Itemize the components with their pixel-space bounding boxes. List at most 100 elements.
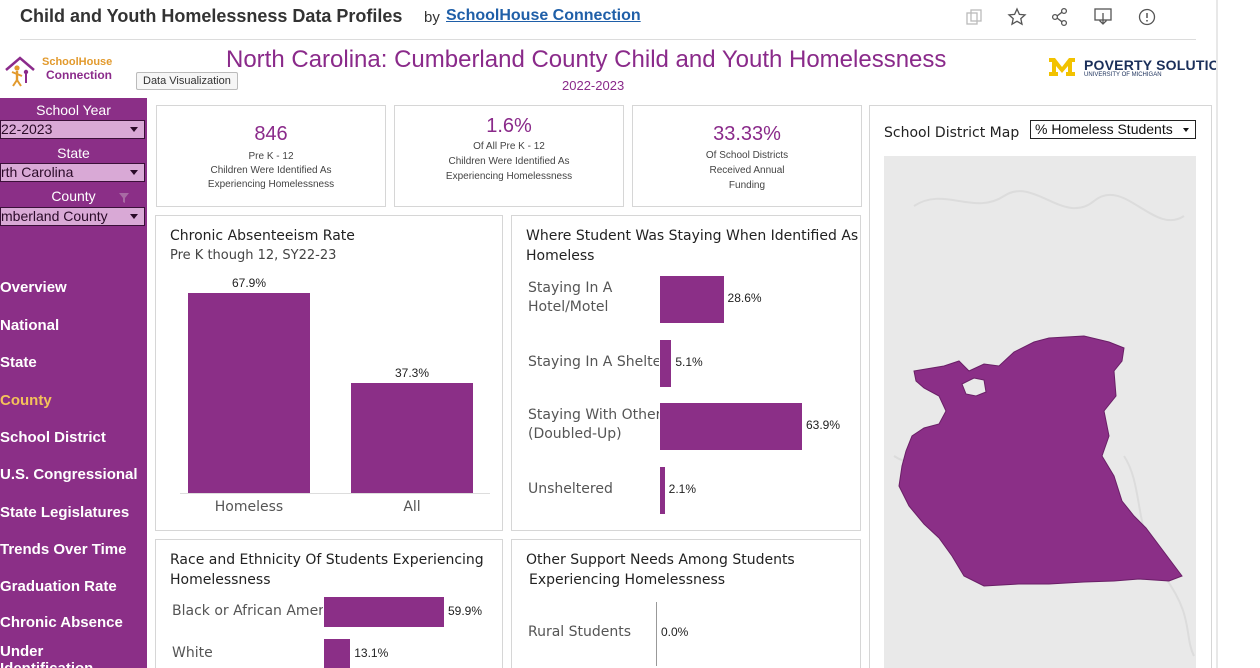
staying-category-label: Staying In A Shelter [528,353,659,370]
kpi-value: 846 [254,123,288,145]
staying-category-label: (Doubled-Up) [528,426,622,442]
state-value: rth Carolina [1,164,74,180]
staying-bar[interactable] [660,402,802,450]
school-year-select[interactable]: 22-2023 [0,120,145,139]
support-needs-card: Other Support Needs Among Students Exper… [511,539,861,668]
map-measure-select[interactable]: % Homeless Students [1030,120,1196,139]
card-title: Chronic Absenteeism Rate [170,228,355,244]
county-label: County [51,188,96,204]
nav-item-state-legislatures[interactable]: State Legislatures [0,504,130,521]
kpi-caption-line: Received Annual [709,165,785,176]
county-shape[interactable] [898,335,1183,587]
card-title-line: Homelessness [170,572,271,588]
kpi-caption-line: Of School Districts [705,150,789,161]
author-link[interactable]: SchoolHouse Connection [446,7,641,24]
kpi-value: 1.6% [486,115,532,137]
filter-icon[interactable] [119,193,129,203]
school-year-label: School Year [36,102,111,118]
kpi-value: 33.33% [713,123,781,145]
staying-value-label: 2.1% [668,482,697,496]
nav-item-school-district[interactable]: School District [0,429,106,446]
chevron-down-icon [1183,128,1189,132]
tooltip: Data Visualization [136,72,238,90]
support-category-label: Rural Students [528,623,632,640]
staying-value-label: 28.6% [727,291,762,305]
schoolhouse-logo [5,56,35,87]
kpi-caption-line: Experiencing Homelessness [207,179,335,190]
race-category-label: Black or African Americ [172,602,323,619]
absenteeism-category-label: Homeless [214,499,284,515]
nav-item-trends-over-time[interactable]: Trends Over Time [0,541,127,558]
y-axis-line [656,602,657,666]
district-map[interactable] [884,156,1196,668]
race-bar[interactable] [324,597,444,627]
card-title-line: Experiencing Homelessness [529,572,726,588]
nav-item-state[interactable]: State [0,354,37,371]
absenteeism-category-label: All [403,499,421,515]
nav-item-overview[interactable]: Overview [0,279,67,296]
nav-item-identification[interactable]: Identification [0,660,93,668]
info-icon[interactable] [1137,7,1157,27]
absenteeism-bar[interactable] [351,383,473,493]
staying-bar[interactable] [660,466,665,514]
state-label: State [57,145,90,161]
staying-category-label: Staying In A [528,280,613,296]
support-value-label: 0.0% [661,625,689,639]
dashboard-title: North Carolina: Cumberland County Child … [226,46,947,73]
absenteeism-bar[interactable] [188,293,310,493]
absenteeism-value-label: 67.9% [231,276,267,290]
nav-item-county[interactable]: County [0,392,52,409]
race-ethnicity-card: Race and Ethnicity Of Students Experienc… [155,539,503,668]
card-title-line: Other Support Needs Among Students [526,552,795,568]
right-scrollbar-area [1216,0,1260,668]
chevron-down-icon [130,170,138,175]
card-title-line: Where Student Was Staying When Identifie… [526,228,859,244]
x-axis-line [180,493,490,494]
sidebar: School Year 22-2023 State rth Carolina C… [0,98,147,668]
chronic-absenteeism-card: Chronic Absenteeism Rate Pre K though 12… [155,215,503,531]
where-staying-card: Where Student Was Staying When Identifie… [511,215,861,531]
staying-category-label: Unsheltered [528,480,613,497]
absenteeism-value-label: 37.3% [394,366,430,380]
page-title: Child and Youth Homelessness Data Profil… [20,6,403,26]
kpi-caption-line: Children Were Identified As [448,156,570,167]
kpi-caption-line: Experiencing Homelessness [445,171,573,182]
nav-item-u-s-congressional[interactable]: U.S. Congressional [0,466,138,483]
map-title: School District Map [884,125,1020,141]
schoolhouse-logo-text-1: SchoolHouse [42,56,113,68]
dashboard-subtitle: 2022-2023 [562,78,625,93]
staying-category-label: Hotel/Motel [528,299,609,315]
download-icon[interactable] [1093,7,1113,27]
map-measure-value: % Homeless Students [1035,121,1173,137]
staying-bar[interactable] [660,275,724,323]
university-m-logo [1049,58,1075,76]
race-bar[interactable] [324,639,351,668]
map-road [913,190,1185,222]
share-icon[interactable] [1050,7,1070,27]
poverty-solutions-logo-sub: UNIVERSITY OF MICHIGAN [1084,72,1162,78]
nav-item-under[interactable]: Under [0,643,44,660]
kpi-caption-line: Pre K - 12 [248,151,294,162]
county-select[interactable]: mberland County [0,207,145,226]
kpi-card-identified: 846 Pre K - 12 Children Were Identified … [156,105,386,207]
star-icon[interactable] [1007,7,1027,27]
copy-icon[interactable] [964,7,984,27]
header-divider [20,39,1196,40]
kpi-caption-line: Children Were Identified As [210,165,332,176]
top-header: Child and Youth Homelessness Data Profil… [0,0,1216,40]
state-select[interactable]: rth Carolina [0,163,145,182]
race-value-label: 13.1% [354,646,389,660]
poverty-solutions-logo-text: POVERTY SOLUTIONS [1084,57,1240,73]
nav-item-chronic-absence[interactable]: Chronic Absence [0,614,123,631]
county-value: mberland County [1,208,108,224]
nav-item-national[interactable]: National [0,317,60,334]
schoolhouse-logo-text-2: Connection [46,68,112,82]
card-title-line: Homeless [526,248,595,264]
card-title-line: Race and Ethnicity Of Students Experienc… [170,552,484,568]
nav-item-graduation-rate[interactable]: Graduation Rate [0,578,117,595]
staying-bar[interactable] [660,339,672,387]
kpi-caption-line: Of All Pre K - 12 [473,141,545,152]
byline: by [424,9,440,26]
kpi-card-funding: 33.33% Of School Districts Received Annu… [632,105,862,207]
